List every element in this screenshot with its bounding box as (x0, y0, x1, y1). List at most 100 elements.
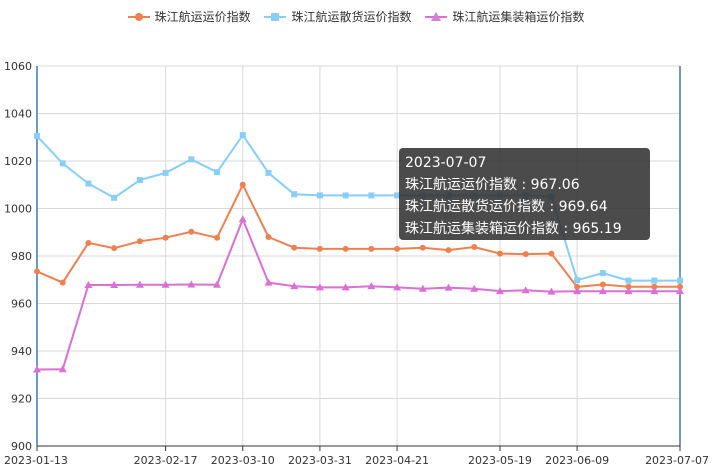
data-point (598, 287, 607, 295)
data-point (677, 277, 683, 284)
data-point (214, 234, 221, 241)
data-point (521, 286, 530, 294)
data-point (341, 283, 350, 291)
data-point (136, 238, 143, 245)
legend-item-container-index[interactable]: 珠江航运集装箱运价指数 (425, 8, 584, 25)
legend-label: 珠江航运散货运价指数 (291, 10, 412, 24)
tooltip-line-container: 珠江航运集装箱运价指数 : 965.19 (405, 221, 622, 237)
data-point (496, 250, 503, 257)
legend-item-bulk-index[interactable]: 珠江航运散货运价指数 (264, 8, 412, 25)
y-tick-label: 920 (11, 393, 32, 406)
series-line-1 (36, 133, 680, 282)
tooltip-line-freight: 珠江航运运价指数 : 967.06 (405, 177, 580, 193)
data-point (315, 283, 324, 291)
x-tick-label: 2023-06-09 (545, 454, 609, 467)
data-point (676, 287, 684, 295)
data-point (574, 283, 581, 290)
data-point (495, 287, 504, 295)
data-point (599, 270, 606, 277)
data-point (34, 268, 40, 275)
data-point (419, 244, 426, 251)
data-point (291, 244, 298, 251)
data-point (187, 280, 196, 288)
data-point (59, 279, 66, 286)
data-point (624, 287, 633, 295)
tooltip-date: 2023-07-07 (405, 155, 487, 171)
data-point (573, 287, 582, 295)
legend-square-icon (264, 12, 287, 22)
y-tick-label: 1040 (4, 108, 32, 121)
y-tick-label: 1000 (4, 203, 32, 216)
data-point (110, 280, 119, 288)
data-point (368, 192, 375, 199)
data-point (34, 133, 40, 140)
legend-triangle-icon (425, 11, 448, 22)
legend: 珠江航运运价指数 珠江航运散货运价指数 珠江航运集装箱运价指数 (0, 8, 712, 25)
data-point (58, 365, 67, 373)
y-tick-label: 1020 (4, 155, 32, 168)
data-point (84, 280, 93, 288)
data-point (85, 180, 92, 187)
data-point (418, 284, 427, 292)
tooltip: 2023-07-07 珠江航运运价指数 : 967.06 珠江航运散货运价指数 … (399, 148, 650, 240)
data-point (547, 287, 556, 295)
data-point (394, 245, 401, 252)
data-point (650, 287, 659, 295)
data-point (342, 192, 349, 199)
data-point (264, 278, 273, 286)
data-point (651, 283, 658, 290)
data-point (291, 191, 298, 198)
data-point (85, 239, 92, 246)
x-tick-label: 2023-05-19 (468, 454, 532, 467)
data-point (161, 280, 170, 288)
data-point (394, 192, 401, 199)
x-tick-label: 2023-07-07 (645, 454, 709, 467)
y-tick-label: 1060 (4, 60, 32, 73)
legend-label: 珠江航运运价指数 (154, 10, 251, 24)
data-point (162, 234, 169, 241)
data-point (342, 245, 349, 252)
series-line-2 (36, 216, 680, 371)
data-point (625, 283, 632, 290)
data-point (444, 283, 453, 291)
data-point (59, 160, 66, 167)
y-tick-label: 900 (11, 440, 32, 453)
x-tick-label: 2023-04-21 (365, 454, 429, 467)
data-point (548, 250, 555, 257)
data-point (470, 284, 479, 292)
x-tick-label: 2023-03-31 (288, 454, 352, 467)
data-point (651, 277, 658, 284)
legend-circle-icon (127, 12, 150, 22)
data-point (290, 282, 299, 290)
tooltip-line-bulk: 珠江航运散货运价指数 : 969.64 (405, 199, 608, 215)
data-point (625, 277, 632, 284)
data-point (188, 156, 195, 163)
data-point (238, 215, 247, 223)
data-point (111, 245, 118, 252)
data-point (135, 280, 144, 288)
x-tick-label: 2023-03-10 (211, 454, 275, 467)
data-point (265, 169, 272, 176)
data-point (677, 283, 683, 290)
data-point (214, 169, 221, 176)
series-line-0 (36, 182, 680, 288)
legend-label: 珠江航运集装箱运价指数 (452, 10, 585, 24)
data-point (239, 181, 246, 188)
x-tick-label: 2023-01-13 (4, 454, 68, 467)
data-point (213, 280, 222, 288)
data-point (33, 365, 41, 373)
y-tick-label: 940 (11, 345, 32, 358)
data-point (265, 234, 272, 240)
data-point (136, 177, 143, 183)
data-point (111, 194, 118, 201)
data-point (239, 132, 246, 139)
data-point (188, 228, 195, 235)
x-tick-label: 2023-02-17 (134, 454, 198, 467)
data-point (368, 245, 375, 252)
data-point (367, 282, 376, 290)
data-point (599, 281, 606, 288)
data-point (471, 243, 478, 250)
data-point (316, 192, 323, 199)
legend-item-freight-index[interactable]: 珠江航运运价指数 (127, 8, 251, 25)
